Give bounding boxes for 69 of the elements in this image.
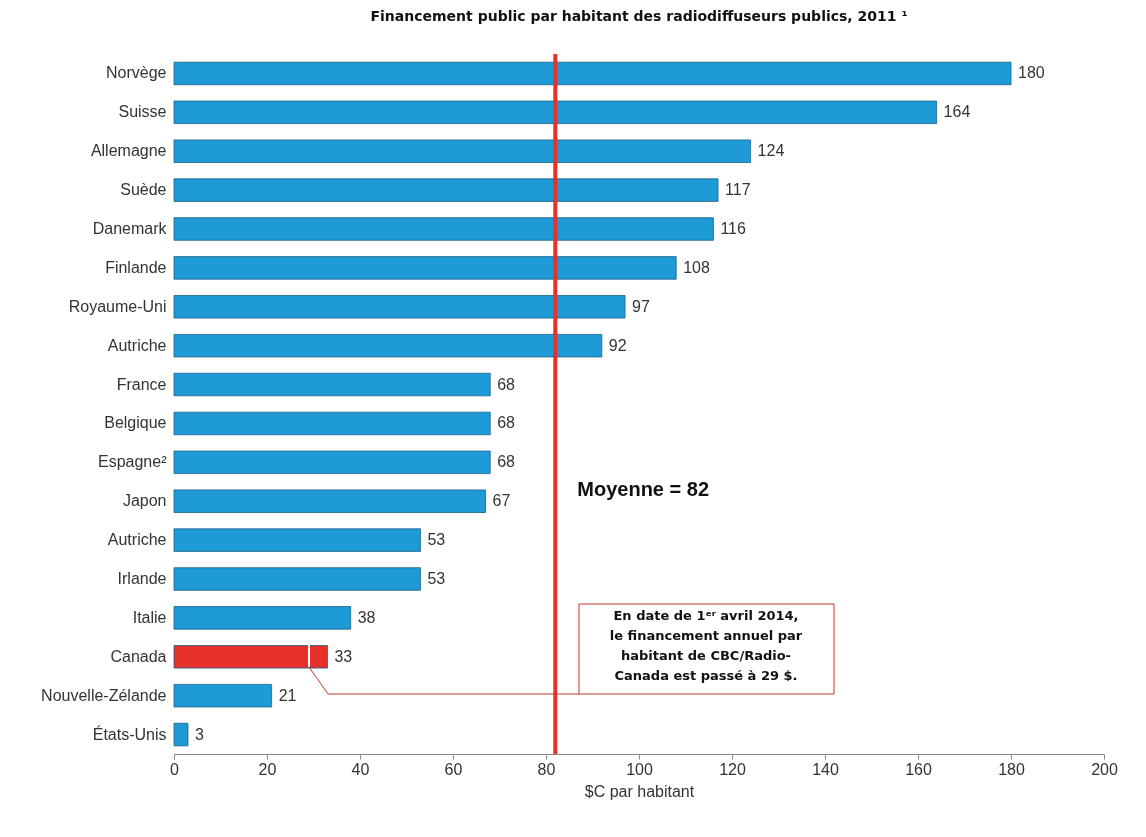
- y-tick-label: Japon: [122, 492, 167, 510]
- data-label: 21: [278, 686, 297, 704]
- y-tick-label: Belgique: [104, 414, 167, 432]
- x-tick-label: 180: [998, 760, 1025, 778]
- data-label: 33: [334, 647, 353, 665]
- bar: [173, 722, 189, 747]
- bar: [173, 489, 486, 513]
- x-tick-label: 80: [537, 760, 556, 778]
- bar: [173, 372, 491, 397]
- x-tick-label: 120: [719, 760, 746, 778]
- x-tick-label: 100: [626, 760, 653, 778]
- data-label: 117: [725, 181, 751, 199]
- ref-line-label: Moyenne = 82: [577, 478, 710, 500]
- y-tick-label: Danemark: [92, 220, 168, 237]
- data-label: 3: [194, 725, 204, 743]
- bar: [173, 333, 603, 358]
- x-tick-label: 60: [444, 760, 463, 778]
- data-label: 68: [497, 375, 516, 393]
- data-label: 97: [632, 297, 650, 315]
- bar: [173, 450, 491, 475]
- bar: [173, 528, 421, 552]
- data-label: 67: [492, 492, 511, 510]
- bar: [173, 217, 714, 241]
- y-tick-label: États-Unis: [92, 724, 167, 743]
- x-tick-label: 200: [1091, 760, 1118, 778]
- x-tick-label: 140: [812, 760, 839, 778]
- data-label: 124: [757, 142, 785, 160]
- y-tick-label: France: [116, 375, 167, 393]
- y-tick-label: Suisse: [118, 103, 167, 121]
- x-tick-label: 160: [905, 760, 932, 778]
- y-tick-label: Espagne²: [98, 453, 168, 471]
- y-tick-label: Irlande: [117, 570, 167, 587]
- bar: [173, 606, 352, 630]
- y-tick-label: Autriche: [107, 531, 167, 549]
- y-tick-label: Autriche: [107, 336, 167, 354]
- data-label: 38: [357, 608, 376, 626]
- y-tick-label: Allemagne: [90, 142, 167, 160]
- x-tick-label: 20: [258, 760, 277, 778]
- bar: [173, 567, 421, 591]
- bar: [173, 411, 491, 436]
- data-label: 68: [497, 453, 516, 471]
- data-label: 164: [943, 103, 971, 121]
- bar: [173, 178, 719, 202]
- data-label: 53: [427, 570, 446, 587]
- y-tick-label: Canada: [110, 647, 167, 665]
- y-tick-label: Norvège: [106, 64, 167, 82]
- annotation: En date de 1ᵉʳ avril 2014, le financement annuel par habitant de CBC/Radio- Canada est passé à 29 $.: [609, 608, 803, 683]
- data-label: 116: [720, 220, 747, 237]
- x-tick-label: 0: [170, 760, 180, 778]
- y-tick-label: Nouvelle-Zélande: [41, 686, 167, 704]
- x-axis-title: $C par habitant: [584, 782, 695, 800]
- chart-title: Financement public par habitant des radiodiffuseurs publics, 2011 ¹: [370, 8, 908, 24]
- bar: [173, 645, 328, 669]
- bar: [173, 61, 1012, 86]
- bar: [173, 295, 626, 319]
- y-tick-label: Italie: [132, 608, 167, 626]
- bar: [173, 683, 273, 708]
- data-label: 180: [1018, 64, 1045, 82]
- data-label: 53: [427, 531, 446, 549]
- data-label: 92: [608, 336, 627, 354]
- y-tick-label: Finlande: [105, 258, 167, 276]
- bar: [173, 100, 937, 125]
- y-tick-label: Royaume-Uni: [68, 297, 167, 315]
- y-tick-label: Suède: [120, 181, 167, 199]
- data-label: 108: [683, 258, 710, 276]
- bar: [173, 256, 677, 280]
- x-tick-label: 40: [351, 760, 370, 778]
- bar: [173, 139, 751, 163]
- data-label: 68: [497, 414, 516, 432]
